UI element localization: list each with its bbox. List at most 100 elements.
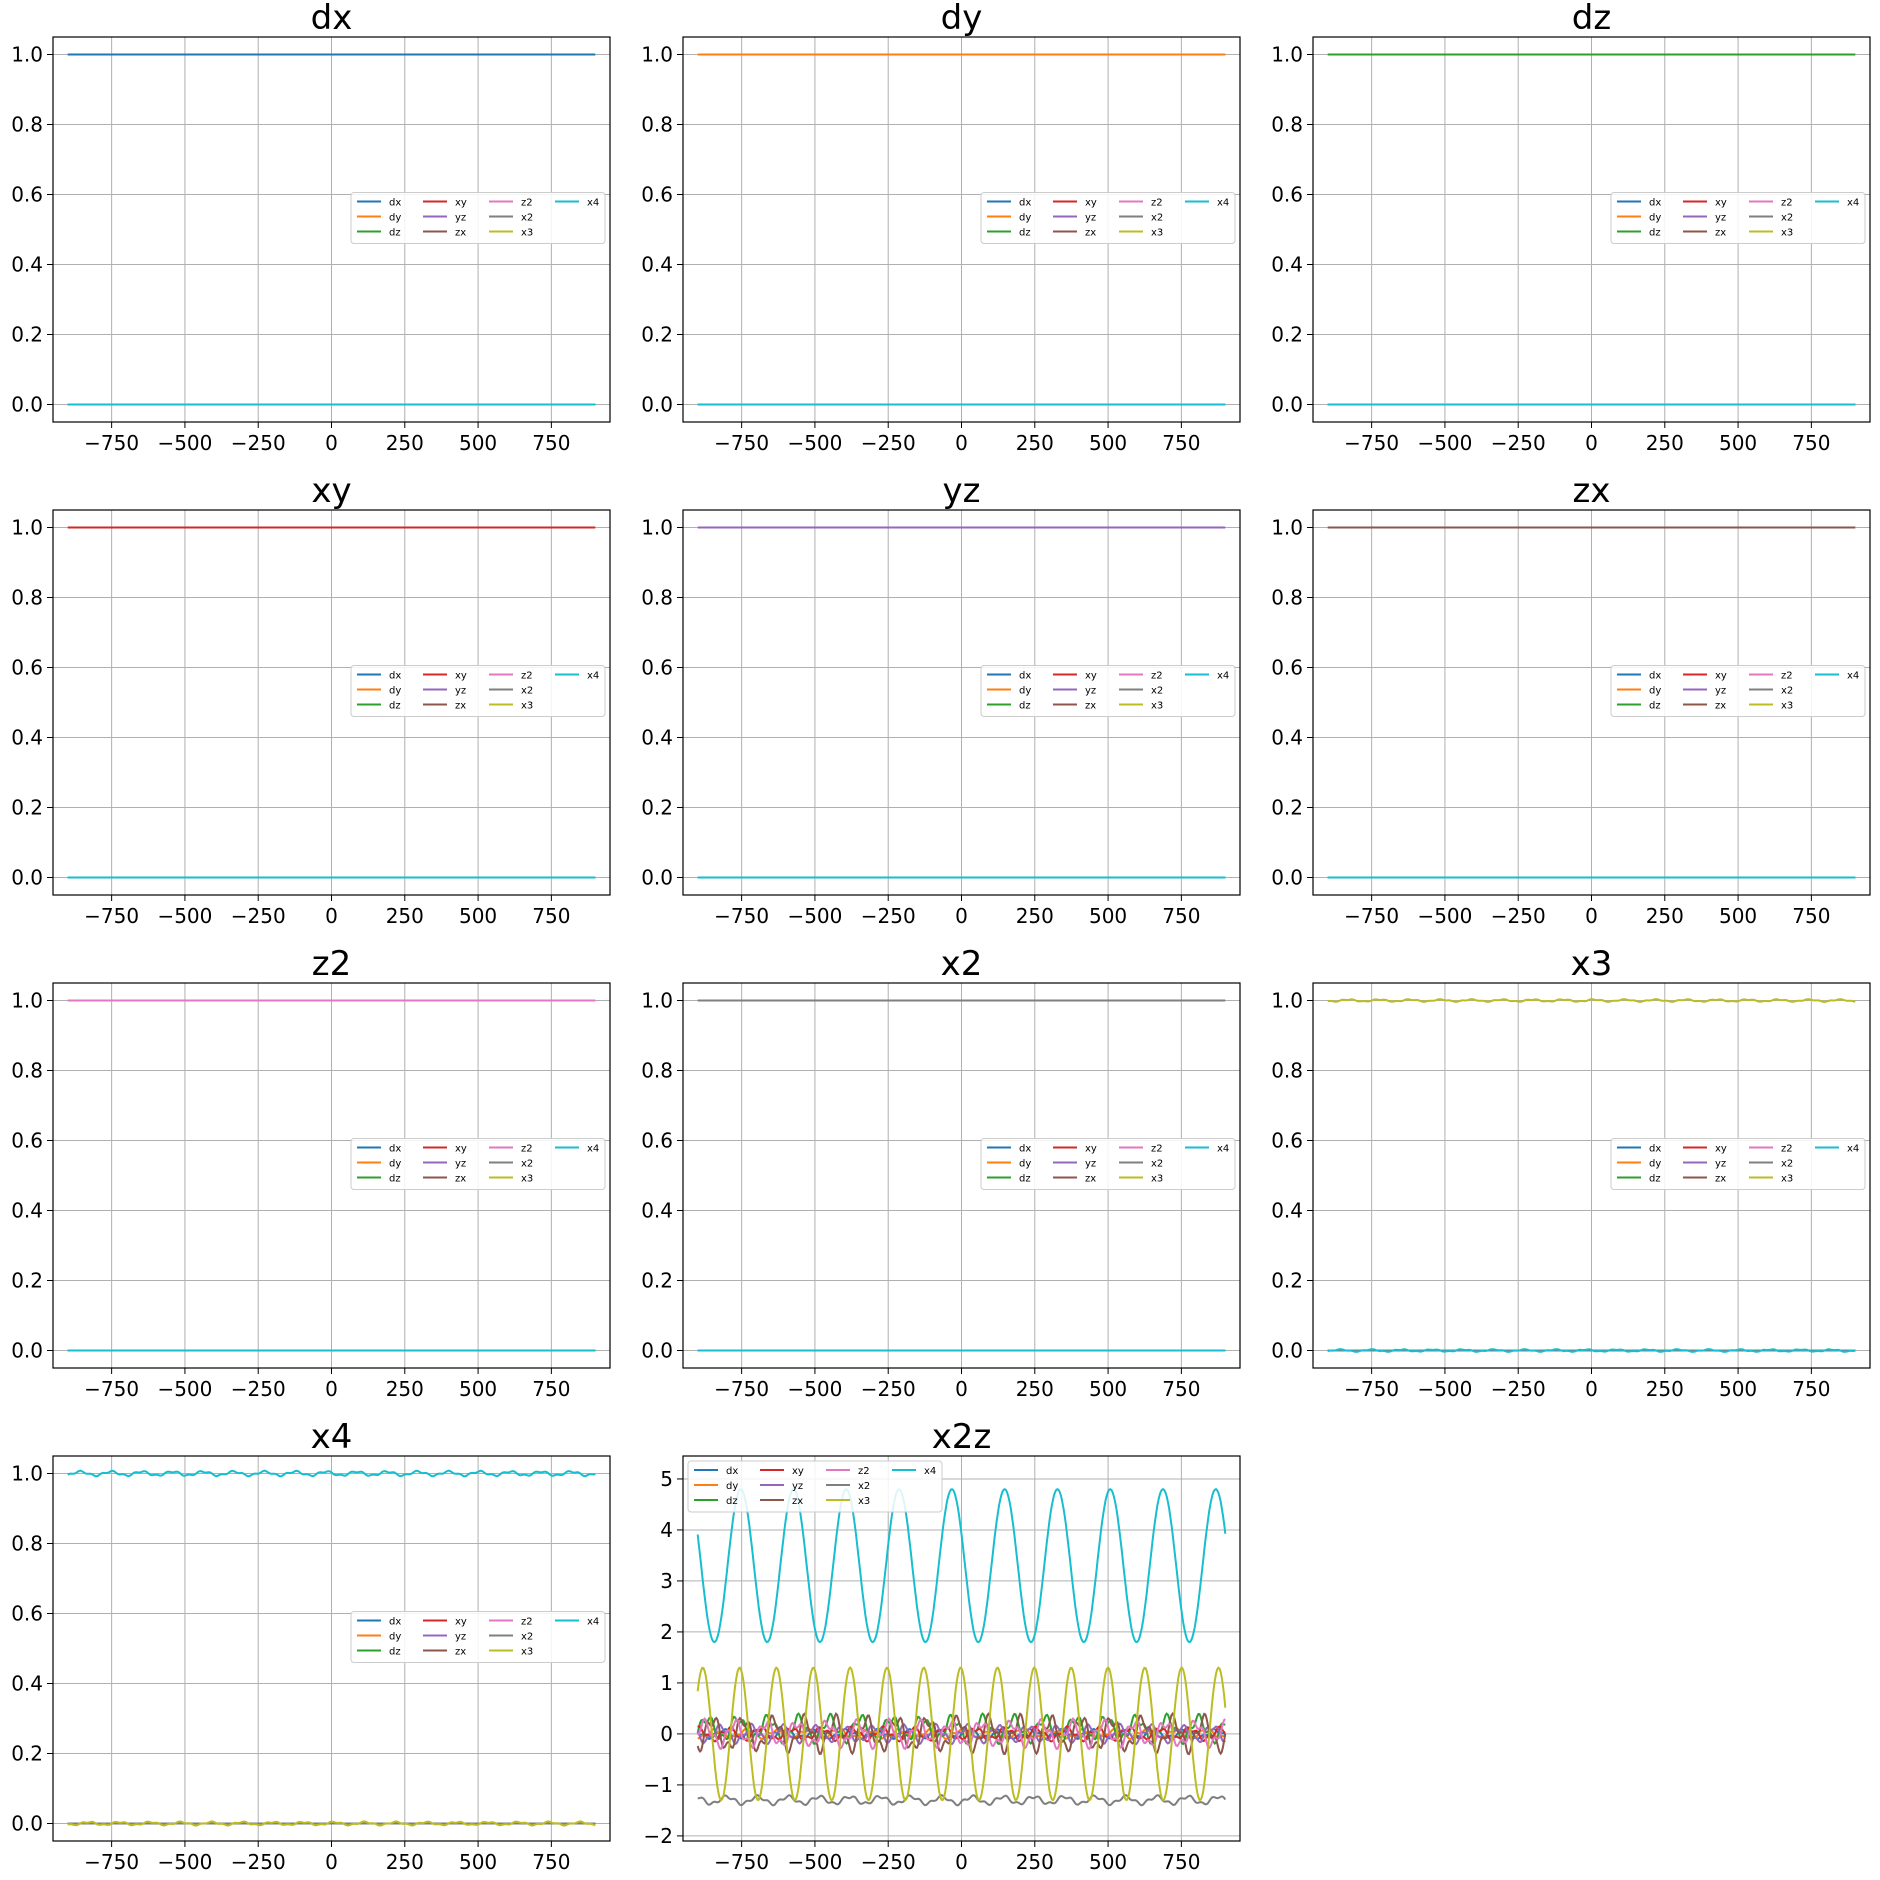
legend-label-yz: yz xyxy=(455,1159,466,1170)
legend-label-z2: z2 xyxy=(521,671,533,682)
y-tick-label: 0.6 xyxy=(11,1602,43,1626)
legend-label-x3: x3 xyxy=(858,1496,870,1507)
series-line-x3 xyxy=(67,1820,596,1827)
x-tick-label: 500 xyxy=(1089,904,1127,928)
legend-box xyxy=(1610,665,1866,717)
legend-box xyxy=(350,665,606,717)
y-tick-label: 0.4 xyxy=(641,726,673,750)
x-tick-label: 0 xyxy=(1585,431,1598,455)
legend-box xyxy=(980,665,1236,717)
subplot-title: xy xyxy=(311,471,351,511)
y-tick-label: 1.0 xyxy=(641,43,673,67)
subplot-x2z: −750 −500 −250 0 250 500 750−2−1012345x2zdxdyd… xyxy=(644,1417,1241,1874)
legend-label-dz: dz xyxy=(726,1496,738,1507)
x-tick-label: 0 xyxy=(955,1850,968,1874)
legend-box xyxy=(350,192,606,244)
legend-label-yz: yz xyxy=(455,1632,466,1643)
y-tick-label: 1.0 xyxy=(1271,989,1303,1013)
y-tick-label: 0.4 xyxy=(1271,1199,1303,1223)
legend-label-x2: x2 xyxy=(1781,213,1793,224)
x-tick-label: −250 xyxy=(1491,904,1546,928)
legend-label-dz: dz xyxy=(1649,228,1661,239)
x-tick-label: 250 xyxy=(1016,431,1054,455)
legend-label-x4: x4 xyxy=(587,198,599,209)
x-tick-label: −250 xyxy=(861,904,916,928)
x-tick-label: −250 xyxy=(231,431,286,455)
x-tick-label: −250 xyxy=(1491,1377,1546,1401)
y-tick-label: 0.0 xyxy=(641,866,673,890)
y-tick-label: 0.2 xyxy=(641,1269,673,1293)
y-tick-label: 0.6 xyxy=(1271,1129,1303,1153)
series-line-x4 xyxy=(1327,1348,1856,1353)
x-tick-label: 500 xyxy=(459,904,497,928)
subplot-x3: −750 −500 −250 0 250 500 750 0.0 0.2 0.4 0.6 0.8 1.0… xyxy=(1271,944,1871,1401)
x-tick-label: 500 xyxy=(459,431,497,455)
legend-label-x3: x3 xyxy=(1151,701,1163,712)
legend-label-dz: dz xyxy=(1019,701,1031,712)
legend-box xyxy=(687,1460,943,1513)
legend-label-x3: x3 xyxy=(1781,701,1793,712)
subplot-title: zx xyxy=(1573,471,1611,511)
x-tick-label: 750 xyxy=(1162,431,1200,455)
legend-label-x2: x2 xyxy=(1151,1159,1163,1170)
x-tick-label: 750 xyxy=(1162,1377,1200,1401)
y-tick-label: 1.0 xyxy=(1271,43,1303,67)
y-tick-label: 0.2 xyxy=(641,323,673,347)
legend-label-dz: dz xyxy=(1019,228,1031,239)
legend-label-zx: zx xyxy=(1085,228,1096,239)
x-tick-label: 250 xyxy=(1016,1377,1054,1401)
legend-label-dy: dy xyxy=(389,1159,401,1170)
y-tick-label: 1.0 xyxy=(11,1462,43,1486)
y-tick-label: 0.6 xyxy=(641,183,673,207)
legend-label-yz: yz xyxy=(1085,1159,1096,1170)
x-tick-label: −500 xyxy=(1417,431,1472,455)
legend-label-x4: x4 xyxy=(1217,671,1229,682)
legend: dx dy dz xy yz zx z2 x2 x3 x4 xyxy=(1610,1138,1866,1190)
legend-label-x2: x2 xyxy=(1781,686,1793,697)
y-tick-label: 0.2 xyxy=(1271,1269,1303,1293)
series-line-x3 xyxy=(1327,998,1856,1003)
legend: dx dy dz xy yz zx z2 x2 x3 x4 xyxy=(350,1138,606,1190)
legend-label-dx: dx xyxy=(726,1466,738,1477)
legend-label-x2: x2 xyxy=(521,1632,533,1643)
x-tick-label: 0 xyxy=(325,904,338,928)
legend: dx dy dz xy yz zx z2 x2 x3 x4 xyxy=(350,1611,606,1663)
x-tick-label: 250 xyxy=(386,904,424,928)
y-tick-label: 0.0 xyxy=(11,1339,43,1363)
legend-label-dz: dz xyxy=(389,701,401,712)
x-tick-label: −750 xyxy=(1344,904,1399,928)
y-tick-label: 0.8 xyxy=(11,586,43,610)
x-tick-label: 0 xyxy=(955,431,968,455)
legend-label-zx: zx xyxy=(1715,701,1726,712)
legend-label-dx: dx xyxy=(1019,198,1031,209)
legend-label-dx: dx xyxy=(1649,1144,1661,1155)
legend: dx dy dz xy yz zx z2 x2 x3 x4 xyxy=(980,192,1236,244)
legend-label-x4: x4 xyxy=(924,1466,936,1477)
x-tick-label: 500 xyxy=(459,1850,497,1874)
subplot-x4: −750 −500 −250 0 250 500 750 0.0 0.2 0.4 0.6 0.8 1.0… xyxy=(11,1417,611,1874)
subplot-title: yz xyxy=(943,471,981,511)
legend-label-yz: yz xyxy=(1715,213,1726,224)
legend-label-yz: yz xyxy=(455,686,466,697)
legend-label-xy: xy xyxy=(1715,198,1727,209)
y-tick-label: 0.8 xyxy=(11,1059,43,1083)
y-tick-label: 0.4 xyxy=(11,726,43,750)
x-tick-label: 250 xyxy=(1646,904,1684,928)
y-tick-label: 0.8 xyxy=(641,586,673,610)
legend-label-z2: z2 xyxy=(1151,671,1163,682)
y-tick-label: 0.0 xyxy=(1271,866,1303,890)
legend-label-z2: z2 xyxy=(1151,198,1163,209)
legend-box xyxy=(1610,1138,1866,1190)
legend-label-xy: xy xyxy=(1715,1144,1727,1155)
x-tick-label: 750 xyxy=(1792,1377,1830,1401)
y-tick-label: 0.6 xyxy=(1271,656,1303,680)
y-tick-label: 1.0 xyxy=(641,989,673,1013)
legend-label-zx: zx xyxy=(1085,701,1096,712)
legend-label-z2: z2 xyxy=(1781,1144,1793,1155)
x-tick-label: 500 xyxy=(459,1377,497,1401)
x-tick-label: −500 xyxy=(787,904,842,928)
x-tick-label: −750 xyxy=(1344,431,1399,455)
y-tick-label: 0.8 xyxy=(641,113,673,137)
legend-label-dy: dy xyxy=(389,1632,401,1643)
